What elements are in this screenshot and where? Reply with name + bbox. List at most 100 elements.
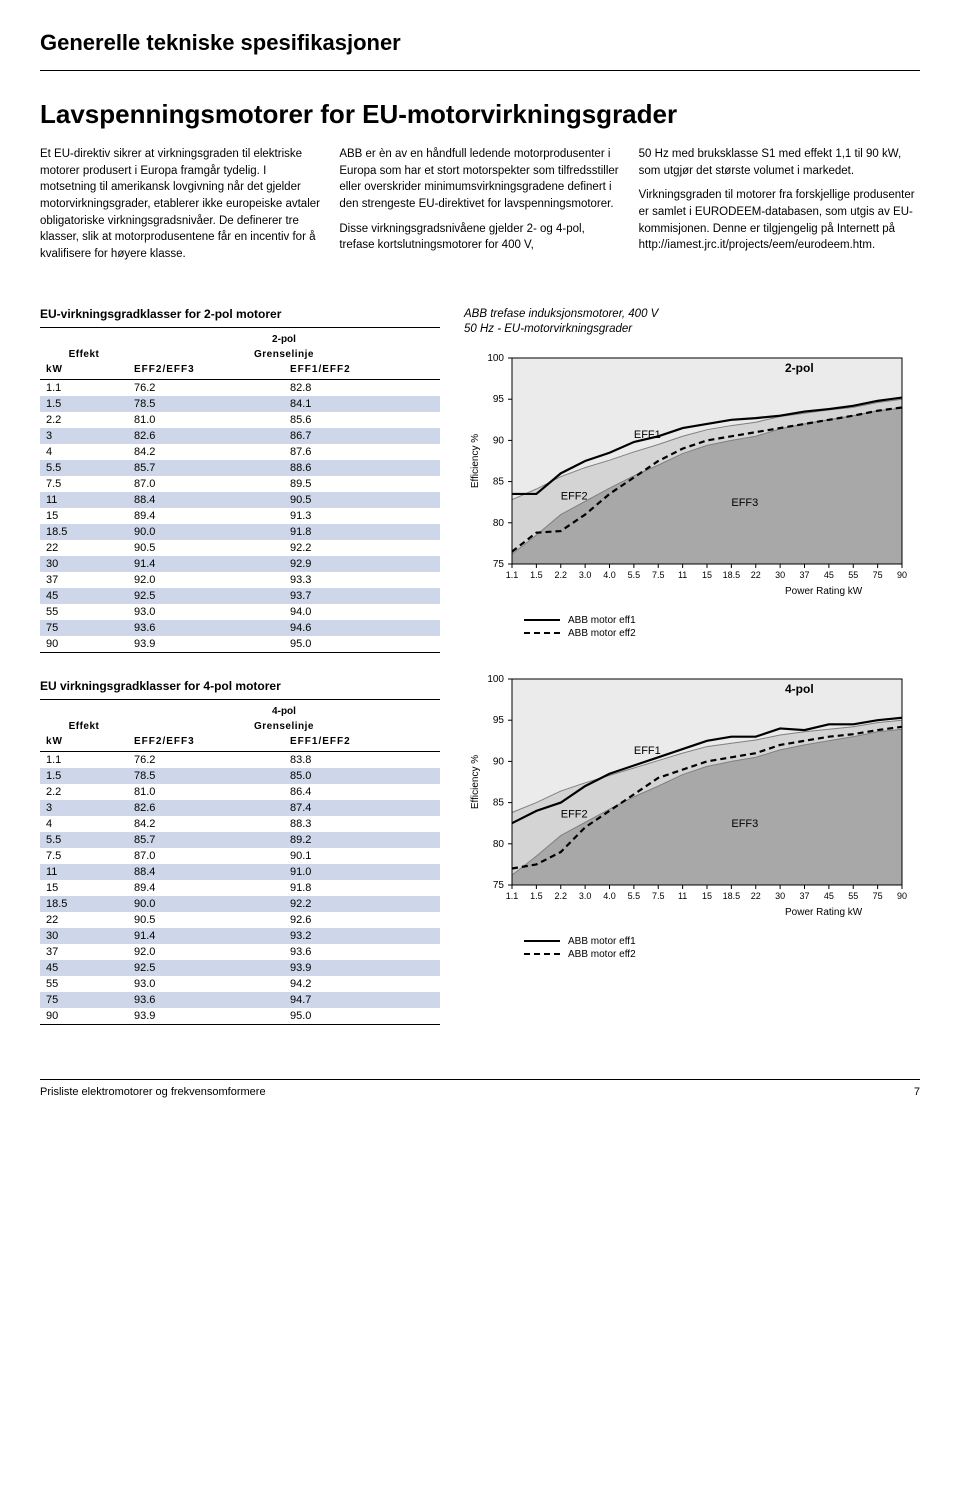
svg-text:85: 85 — [493, 797, 505, 808]
svg-text:90: 90 — [897, 891, 907, 901]
table-row: 1589.491.8 — [40, 880, 440, 896]
svg-text:75: 75 — [873, 570, 883, 580]
svg-text:EFF1: EFF1 — [634, 745, 661, 757]
svg-text:22: 22 — [751, 891, 761, 901]
svg-text:100: 100 — [487, 353, 504, 364]
table-row: 4592.593.7 — [40, 588, 440, 604]
table-row: 9093.995.0 — [40, 1008, 440, 1025]
table-row: 9093.995.0 — [40, 636, 440, 653]
table4-col2-label: EFF2/EFF3 — [128, 734, 284, 752]
table-row: 1.176.283.8 — [40, 751, 440, 768]
table-row: 484.287.6 — [40, 444, 440, 460]
svg-text:2.2: 2.2 — [554, 570, 567, 580]
table-row: 1188.490.5 — [40, 492, 440, 508]
table2-group-label: 2-pol — [128, 327, 440, 347]
svg-text:2.2: 2.2 — [554, 891, 567, 901]
svg-text:EFF3: EFF3 — [731, 818, 758, 830]
svg-text:Efficiency %: Efficiency % — [470, 754, 481, 808]
table-row: 1188.491.0 — [40, 864, 440, 880]
svg-text:Power Rating kW: Power Rating kW — [785, 907, 863, 918]
legend-dash-icon — [524, 953, 560, 955]
legend-solid-icon — [524, 619, 560, 621]
table2-col1-unit: kW — [40, 362, 128, 380]
table2-col3-label: EFF1/EFF2 — [284, 362, 440, 380]
svg-text:90: 90 — [493, 756, 505, 767]
table-row: 5.585.789.2 — [40, 832, 440, 848]
svg-text:95: 95 — [493, 715, 505, 726]
table4-col3-label: EFF1/EFF2 — [284, 734, 440, 752]
table-row: 3091.493.2 — [40, 928, 440, 944]
svg-text:18.5: 18.5 — [723, 891, 741, 901]
svg-text:3.0: 3.0 — [579, 570, 592, 580]
table-4pol: 4-pol Effekt Grenselinje kW EFF2/EFF3 EF… — [40, 699, 440, 1025]
svg-text:1.5: 1.5 — [530, 891, 543, 901]
table4-group-label: 4-pol — [128, 699, 440, 719]
table-row: 5.585.788.6 — [40, 460, 440, 476]
svg-text:15: 15 — [702, 570, 712, 580]
table-row: 7593.694.6 — [40, 620, 440, 636]
table-row: 2.281.085.6 — [40, 412, 440, 428]
svg-text:EFF2: EFF2 — [561, 808, 588, 820]
svg-text:75: 75 — [493, 559, 505, 570]
table-row: 382.686.7 — [40, 428, 440, 444]
svg-text:7.5: 7.5 — [652, 891, 665, 901]
svg-text:4-pol: 4-pol — [785, 682, 814, 696]
table-row: 5593.094.0 — [40, 604, 440, 620]
table-row: 7593.694.7 — [40, 992, 440, 1008]
svg-text:11: 11 — [678, 570, 687, 580]
table4-col1-label: Effekt — [40, 719, 128, 734]
chart-2pol: 75808590951001.11.52.23.04.05.57.5111518… — [464, 348, 920, 639]
intro-col2-p1: ABB er èn av en håndfull ledende motorpr… — [339, 146, 620, 213]
svg-text:EFF3: EFF3 — [731, 497, 758, 509]
table-row: 3792.093.6 — [40, 944, 440, 960]
svg-text:7.5: 7.5 — [652, 570, 665, 580]
chart-4pol: 75808590951001.11.52.23.04.05.57.5111518… — [464, 669, 920, 960]
svg-text:45: 45 — [824, 891, 834, 901]
svg-text:18.5: 18.5 — [723, 570, 741, 580]
table-row: 2290.592.6 — [40, 912, 440, 928]
svg-text:80: 80 — [493, 518, 505, 529]
intro-col2-p2: Disse virkningsgradsnivåene gjelder 2- o… — [339, 221, 620, 254]
svg-text:90: 90 — [897, 570, 907, 580]
svg-text:5.5: 5.5 — [628, 891, 641, 901]
page-title: Generelle tekniske spesifikasjoner — [40, 30, 920, 56]
svg-text:2-pol: 2-pol — [785, 361, 814, 375]
table2-title: EU-virkningsgradklasser for 2-pol motore… — [40, 307, 440, 321]
table-row: 1.578.585.0 — [40, 768, 440, 784]
table-row: 18.590.091.8 — [40, 524, 440, 540]
footer-left: Prisliste elektromotorer og frekvensomfo… — [40, 1086, 266, 1098]
title-rule — [40, 70, 920, 71]
charts-title: ABB trefase induksjonsmotorer, 400 V 50 … — [464, 307, 920, 338]
svg-text:EFF1: EFF1 — [634, 429, 661, 441]
svg-text:11: 11 — [678, 891, 687, 901]
table2-group-sub: Grenselinje — [128, 347, 440, 362]
svg-text:22: 22 — [751, 570, 761, 580]
table-row: 7.587.090.1 — [40, 848, 440, 864]
legend-eff1-4: ABB motor eff1 — [524, 936, 920, 947]
svg-text:95: 95 — [493, 394, 505, 405]
table4-col1-unit: kW — [40, 734, 128, 752]
svg-text:100: 100 — [487, 674, 504, 685]
svg-text:55: 55 — [848, 891, 858, 901]
svg-text:30: 30 — [775, 891, 785, 901]
table-row: 1.578.584.1 — [40, 396, 440, 412]
svg-text:75: 75 — [873, 891, 883, 901]
intro-col1-p1: Et EU-direktiv sikrer at virkningsgraden… — [40, 146, 321, 263]
svg-text:Power Rating kW: Power Rating kW — [785, 586, 863, 597]
svg-text:90: 90 — [493, 435, 505, 446]
legend-eff2-4: ABB motor eff2 — [524, 949, 920, 960]
table-row: 3091.492.9 — [40, 556, 440, 572]
svg-text:3.0: 3.0 — [579, 891, 592, 901]
table2-col2-label: EFF2/EFF3 — [128, 362, 284, 380]
svg-text:80: 80 — [493, 839, 505, 850]
svg-text:37: 37 — [799, 891, 809, 901]
table-row: 4592.593.9 — [40, 960, 440, 976]
intro-col3-p2: Virkningsgraden til motorer fra forskjel… — [639, 187, 920, 254]
table-row: 484.288.3 — [40, 816, 440, 832]
svg-text:45: 45 — [824, 570, 834, 580]
intro-columns: Et EU-direktiv sikrer at virkningsgraden… — [40, 146, 920, 271]
svg-text:55: 55 — [848, 570, 858, 580]
table4-title: EU virkningsgradklasser for 4-pol motore… — [40, 679, 440, 693]
svg-text:15: 15 — [702, 891, 712, 901]
legend-solid-icon — [524, 940, 560, 942]
